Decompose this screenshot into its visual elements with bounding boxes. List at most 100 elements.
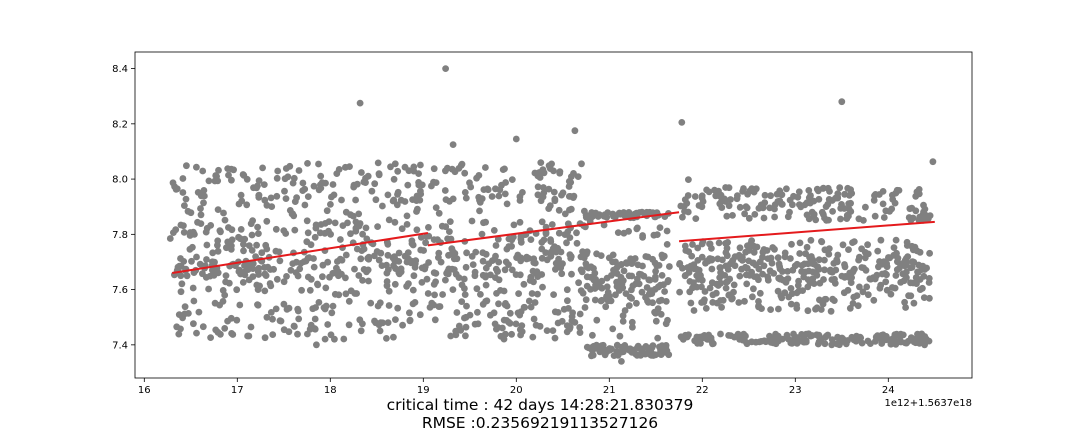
scatter-point xyxy=(527,236,535,244)
scatter-point xyxy=(374,223,381,231)
scatter-point xyxy=(373,248,381,255)
scatter-point xyxy=(209,266,216,274)
scatter-point xyxy=(654,334,662,342)
scatter-point xyxy=(418,279,426,286)
scatter-point xyxy=(716,264,724,272)
scatter-point-outlier xyxy=(571,127,579,135)
scatter-point xyxy=(619,284,627,292)
scatter-point xyxy=(453,255,461,263)
scatter-point xyxy=(787,300,795,308)
scatter-point xyxy=(555,206,563,214)
scatter-point xyxy=(428,182,435,190)
y-tick-label: 7.6 xyxy=(112,285,128,296)
scatter-point xyxy=(254,301,261,308)
scatter-point xyxy=(534,290,541,298)
scatter-point xyxy=(781,289,789,297)
scatter-point xyxy=(663,241,671,248)
scatter-point xyxy=(202,274,210,281)
scatter-point xyxy=(311,233,319,241)
scatter-point xyxy=(514,251,522,259)
scatter-point xyxy=(833,258,841,266)
scatter-point xyxy=(272,247,280,255)
scatter-point xyxy=(177,272,185,280)
scatter-point xyxy=(652,267,659,275)
scatter-point xyxy=(202,228,210,236)
scatter-point xyxy=(379,202,386,210)
scatter-point xyxy=(339,222,347,230)
scatter-point xyxy=(342,251,350,259)
scatter-point xyxy=(856,283,863,291)
scatter-point xyxy=(362,224,370,232)
scatter-point xyxy=(691,193,699,200)
scatter-point xyxy=(768,259,776,267)
scatter-point xyxy=(347,230,354,238)
scatter-point xyxy=(508,236,516,244)
scatter-point xyxy=(359,320,366,328)
scatter-point xyxy=(500,316,508,324)
scatter-point xyxy=(487,311,494,319)
scatter-point xyxy=(652,351,659,359)
scatter-point xyxy=(324,321,332,328)
scatter-point xyxy=(393,201,401,209)
scatter-point xyxy=(537,159,545,167)
scatter-point xyxy=(556,168,564,176)
scatter-point xyxy=(583,273,591,281)
scatter-point xyxy=(708,265,716,273)
scatter-point xyxy=(877,281,885,289)
scatter-point xyxy=(805,215,813,223)
scatter-point xyxy=(508,266,516,274)
scatter-point xyxy=(920,272,928,280)
scatter-point xyxy=(534,273,542,280)
scatter-point xyxy=(186,245,194,253)
scatter-point xyxy=(742,203,750,211)
scatter-point xyxy=(501,266,509,274)
scatter-point xyxy=(390,333,397,341)
scatter-point xyxy=(263,217,271,225)
scatter-point xyxy=(401,198,409,205)
scatter-point xyxy=(882,336,890,343)
scatter-point xyxy=(745,247,753,254)
scatter-point xyxy=(520,280,528,288)
scatter-point xyxy=(233,286,241,294)
scatter-point xyxy=(508,330,515,338)
scatter-point xyxy=(244,332,252,340)
scatter-point xyxy=(237,191,245,199)
scatter-point xyxy=(846,304,854,312)
scatter-point xyxy=(371,317,378,325)
scatter-point xyxy=(495,192,503,200)
scatter-point xyxy=(390,175,398,183)
scatter-point xyxy=(901,339,909,347)
scatter-point xyxy=(694,340,701,347)
scatter-point xyxy=(317,181,324,189)
scatter-point xyxy=(795,277,802,285)
scatter-point xyxy=(633,299,640,307)
scatter-point xyxy=(847,208,855,215)
scatter-point xyxy=(263,245,271,253)
scatter-point xyxy=(358,169,365,176)
scatter-point xyxy=(253,241,260,249)
scatter-point xyxy=(848,190,856,197)
scatter-point xyxy=(654,283,662,291)
scatter-point xyxy=(771,213,778,221)
scatter-point xyxy=(834,193,841,201)
scatter-point xyxy=(413,226,421,234)
scatter-point xyxy=(385,302,393,309)
scatter-point xyxy=(887,290,895,298)
scatter-point xyxy=(770,270,778,277)
scatter-point xyxy=(629,323,636,331)
scatter-point xyxy=(564,228,572,236)
scatter-point xyxy=(813,185,821,193)
scatter-point xyxy=(461,169,469,177)
scatter-point xyxy=(547,252,555,260)
scatter-point xyxy=(209,249,217,257)
x-tick-label: 20 xyxy=(510,385,523,396)
scatter-point xyxy=(530,255,538,263)
scatter-point xyxy=(618,343,626,351)
scatter-point xyxy=(730,281,738,289)
scatter-point xyxy=(701,288,709,295)
scatter-point xyxy=(722,184,729,191)
scatter-point xyxy=(628,260,636,267)
scatter-point xyxy=(743,280,751,288)
scatter-point xyxy=(781,253,789,261)
scatter-point xyxy=(493,325,500,333)
